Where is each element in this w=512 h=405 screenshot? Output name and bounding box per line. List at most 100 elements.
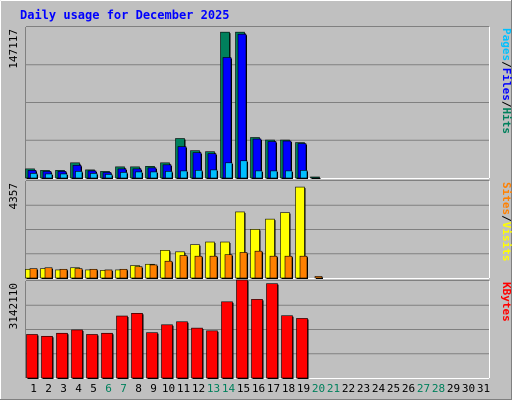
- bar-pages: [60, 173, 68, 179]
- day-label-23: 23: [357, 382, 370, 395]
- bar-pages: [225, 162, 233, 179]
- bar-pages: [255, 170, 263, 179]
- bar-kbytes: [131, 312, 143, 379]
- bar-kbytes: [251, 299, 263, 379]
- day-label-26: 26: [402, 382, 415, 395]
- legend-entry-1: /: [500, 61, 512, 68]
- day-label-28: 28: [432, 382, 445, 395]
- day-label-29: 29: [447, 382, 460, 395]
- bar-pages: [270, 170, 278, 179]
- bar-pages: [240, 160, 248, 179]
- bar-sites: [314, 276, 323, 279]
- bar-pages: [285, 170, 293, 179]
- day-label-10: 10: [162, 382, 175, 395]
- bar-pages: [90, 173, 98, 179]
- bar-files: [237, 33, 247, 179]
- day-label-27: 27: [417, 382, 430, 395]
- bar-sites: [59, 268, 68, 279]
- day-label-22: 22: [342, 382, 355, 395]
- bar-pages: [105, 174, 113, 179]
- bar-sites: [224, 254, 233, 279]
- bar-pages: [195, 170, 203, 179]
- bar-sites: [74, 268, 83, 279]
- bar-kbytes: [206, 330, 218, 379]
- legend-entry-1: /: [500, 215, 512, 222]
- bar-pages: [210, 169, 218, 179]
- day-label-12: 12: [192, 382, 205, 395]
- legend-entry-0: Pages: [500, 28, 512, 61]
- bar-sites: [239, 252, 248, 279]
- bar-kbytes: [221, 301, 233, 379]
- day-labels: 1 2 3 4 5 6 7 8 9 10 11 12 13 14 15 16 17 18 19 20 21 22 23 24 2…: [30, 382, 490, 395]
- bar-files: [222, 57, 232, 179]
- day-label-11: 11: [177, 382, 190, 395]
- bar-pages: [165, 171, 173, 179]
- bar-sites: [284, 255, 293, 279]
- day-label-7: 7: [120, 382, 127, 395]
- day-label-31: 31: [477, 382, 490, 395]
- legend-visits-sites: Sites/Visits: [500, 182, 512, 262]
- bar-kbytes: [86, 334, 98, 379]
- bar-kbytes: [281, 315, 293, 379]
- bar-sites: [194, 255, 203, 279]
- bar-sites: [269, 255, 278, 279]
- bar-kbytes: [71, 329, 83, 379]
- bar-pages: [180, 170, 188, 179]
- bar-pages: [150, 171, 158, 179]
- bar-kbytes: [176, 321, 188, 379]
- bar-sites: [134, 266, 143, 279]
- day-label-3: 3: [60, 382, 67, 395]
- panel-visits-sites: 4357 Sites/Visits: [7, 180, 512, 279]
- bar-pages: [120, 172, 128, 179]
- bar-kbytes: [266, 283, 278, 379]
- bar-kbytes: [56, 332, 68, 379]
- day-label-25: 25: [387, 382, 400, 395]
- day-label-13: 13: [207, 382, 220, 395]
- day-label-8: 8: [135, 382, 142, 395]
- bar-sites: [89, 268, 98, 279]
- day-label-1: 1: [30, 382, 37, 395]
- day-label-9: 9: [150, 382, 157, 395]
- bar-pages: [45, 173, 53, 179]
- legend-hits-files-pages: Pages/Files/Hits: [500, 28, 512, 134]
- legend-entry-2: Files: [500, 68, 512, 101]
- bar-hits-shadow: [311, 177, 321, 179]
- bar-sites: [119, 268, 128, 279]
- day-label-18: 18: [282, 382, 295, 395]
- day-label-17: 17: [267, 382, 280, 395]
- y-max-label: 3142110: [7, 283, 20, 329]
- y-max-label: 147117: [7, 29, 20, 69]
- bar-sites: [149, 264, 158, 279]
- day-label-6: 6: [105, 382, 112, 395]
- panel-kbytes: 3142110 KBytes: [7, 279, 512, 379]
- bar-sites: [254, 250, 263, 279]
- bar-kbytes: [116, 315, 128, 379]
- bar-kbytes: [161, 324, 173, 379]
- day-label-4: 4: [75, 382, 82, 395]
- bar-kbytes: [146, 332, 158, 379]
- day-label-24: 24: [372, 382, 386, 395]
- day-label-5: 5: [90, 382, 97, 395]
- day-label-19: 19: [297, 382, 310, 395]
- bar-sites: [29, 268, 38, 279]
- day-label-14: 14: [222, 382, 236, 395]
- bar-pages: [30, 173, 38, 179]
- legend-kbytes: KBytes: [500, 282, 512, 322]
- bar-pages: [300, 170, 308, 179]
- panel-hits-files-pages: 147117 Pages/Files/Hits: [7, 26, 512, 180]
- day-label-2: 2: [45, 382, 52, 395]
- bar-kbytes: [26, 334, 38, 379]
- day-label-16: 16: [252, 382, 265, 395]
- day-label-15: 15: [237, 382, 250, 395]
- bar-sites: [44, 267, 53, 279]
- legend-entry-0: KBytes: [500, 282, 512, 322]
- bar-hits: [310, 176, 320, 179]
- bar-pages: [135, 171, 143, 179]
- legend-entry-3: /: [500, 101, 512, 108]
- bar-sites: [104, 269, 113, 279]
- y-max-label: 4357: [7, 183, 20, 210]
- bar-pages: [75, 171, 83, 179]
- legend-entry-0: Sites: [500, 182, 512, 215]
